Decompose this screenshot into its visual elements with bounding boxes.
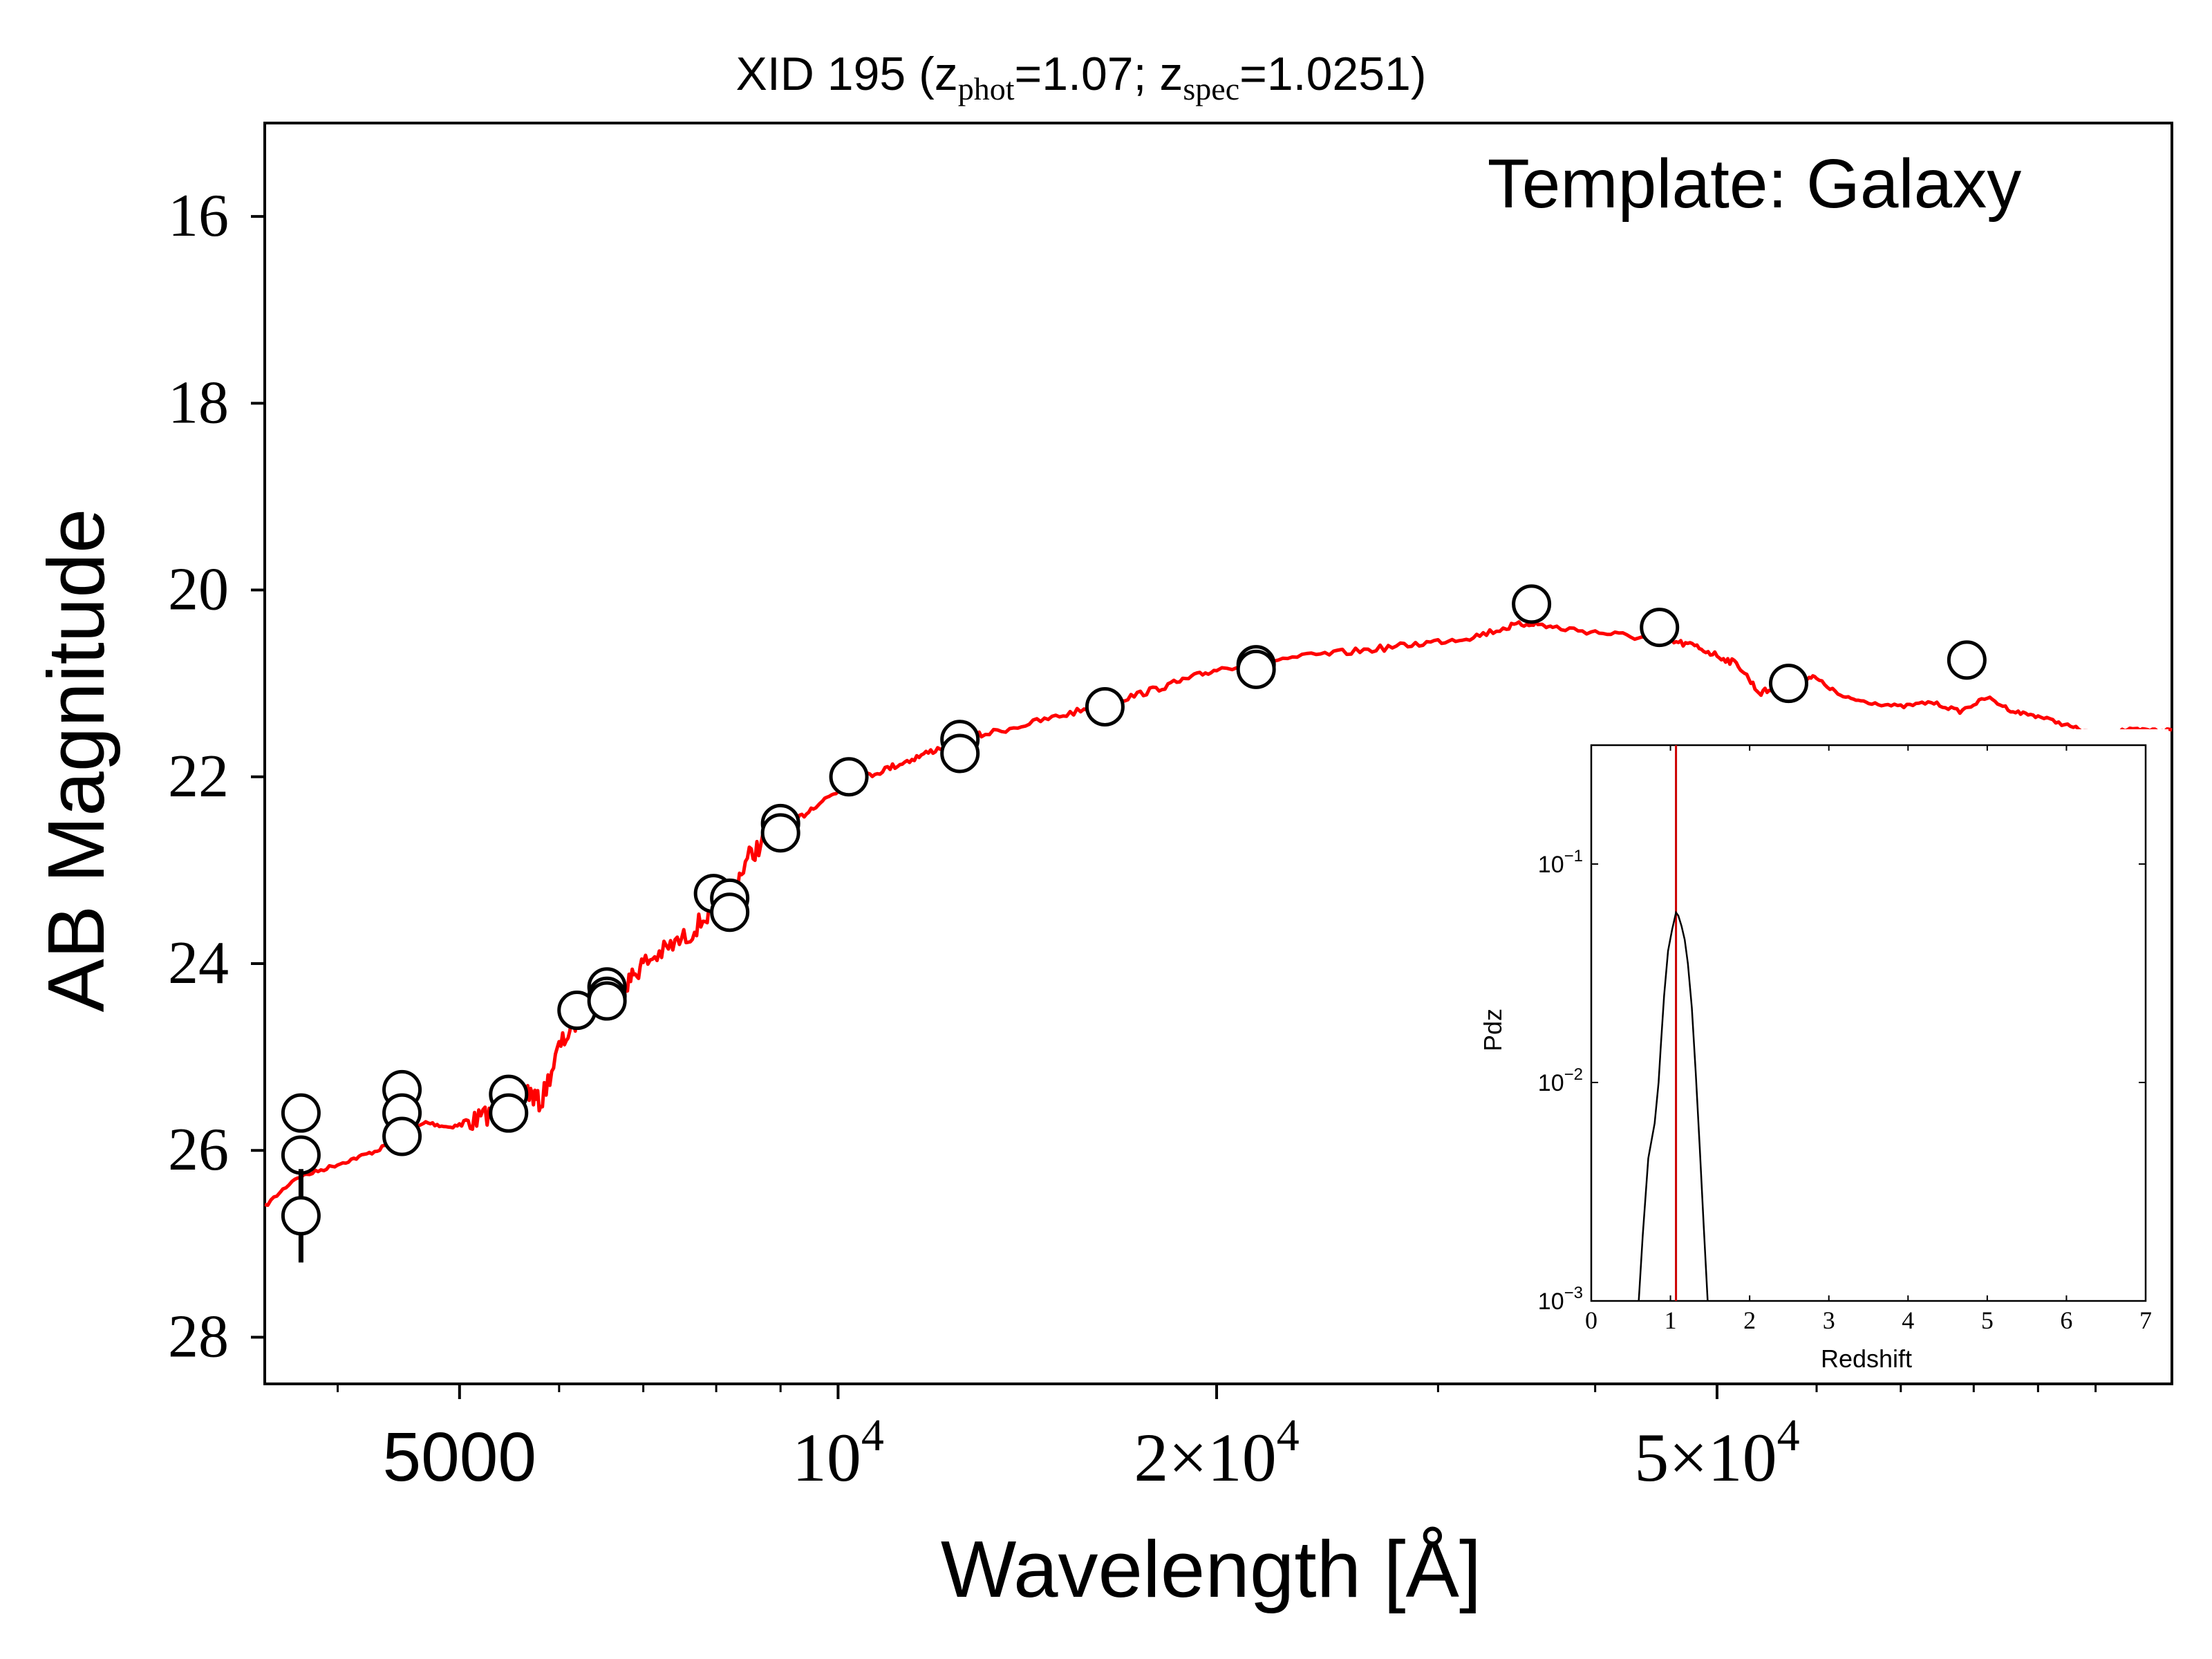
photometry-point (281, 1196, 321, 1236)
photometry-point (281, 1135, 321, 1175)
inset-x-tick-label: 0 (1585, 1306, 1597, 1334)
photometry-point (489, 1093, 529, 1133)
chart-title: XID 195 (zphot=1.07; zspec=1.0251) (736, 48, 1427, 106)
inset-y-axis-label: Pdz (1479, 1009, 1507, 1051)
y-axis-label: AB Magnitude (31, 509, 121, 1013)
inset-y-tick-label: 10−3 (1538, 1284, 1583, 1315)
x-tick-label: 5000 (383, 1418, 536, 1496)
photometry-point (1512, 584, 1552, 624)
inset-series-layer (1638, 745, 1709, 1302)
inset-y-tick-label: 10−2 (1538, 1065, 1583, 1096)
photometry-point (710, 892, 750, 932)
inset-x-tick-label: 7 (2139, 1306, 2152, 1334)
y-tick-label: 28 (168, 1303, 229, 1370)
pdz-curve (1638, 910, 1709, 1302)
inset-ticks: 0 1 2 3 4 5 6 7 10−1 10−2 10−3 (1538, 745, 2152, 1334)
title-prefix: XID 195 (z (736, 48, 958, 100)
photometry-point (281, 1093, 321, 1133)
photometry-point (382, 1116, 422, 1156)
photometry-point (1640, 608, 1680, 648)
title-spec-value: =1.0251) (1239, 48, 1426, 100)
x-tick-label: 2×104 (1134, 1410, 1299, 1496)
template-annotation: Template: Galaxy (1488, 145, 2022, 223)
x-axis-label: Wavelength [Å] (941, 1524, 1481, 1614)
y-tick-label: 18 (168, 369, 229, 436)
inset-axes (1590, 744, 2147, 1302)
title-sub-spec: spec (1183, 71, 1239, 106)
main-plot-frame (263, 122, 2173, 1385)
main-plot-axes (263, 122, 2173, 1385)
inset-x-tick-label: 2 (1743, 1306, 1756, 1334)
title-phot-value: =1.07; z (1015, 48, 1183, 100)
inset-background (1469, 729, 2168, 1382)
inset-x-axis-label: Redshift (1821, 1344, 1912, 1373)
y-tick-label: 20 (168, 556, 229, 624)
y-tick-label: 26 (168, 1116, 229, 1183)
photometry-point (587, 981, 627, 1021)
photometry-point (760, 813, 800, 853)
photometry-point (1947, 640, 1987, 680)
inset-x-tick-label: 6 (2060, 1306, 2072, 1334)
inset-x-tick-label: 1 (1665, 1306, 1677, 1334)
photometry-points-layer (281, 584, 1987, 1263)
inset-x-tick-label: 5 (1981, 1306, 1994, 1334)
y-tick-label: 22 (168, 743, 229, 810)
photometry-point (1768, 664, 1808, 704)
y-tick-label: 16 (168, 182, 229, 250)
photometry-point (1085, 686, 1125, 727)
photometry-point (829, 757, 869, 797)
x-tick-label: 104 (792, 1410, 884, 1496)
inset-frame (1590, 744, 2147, 1302)
redshift-pdz-inset: 0 1 2 3 4 5 6 7 10−1 10−2 10−3 Redshift Pdz (1469, 729, 2168, 1382)
inset-x-tick-label: 3 (1823, 1306, 1835, 1334)
inset-x-tick-label: 4 (1902, 1306, 1914, 1334)
y-tick-label: 24 (168, 930, 229, 997)
title-sub-phot: phot (958, 71, 1015, 106)
x-tick-label: 5×104 (1634, 1410, 1799, 1496)
photometry-point (940, 733, 980, 774)
inset-y-tick-label: 10−1 (1538, 847, 1583, 878)
photometry-point (1236, 649, 1276, 689)
